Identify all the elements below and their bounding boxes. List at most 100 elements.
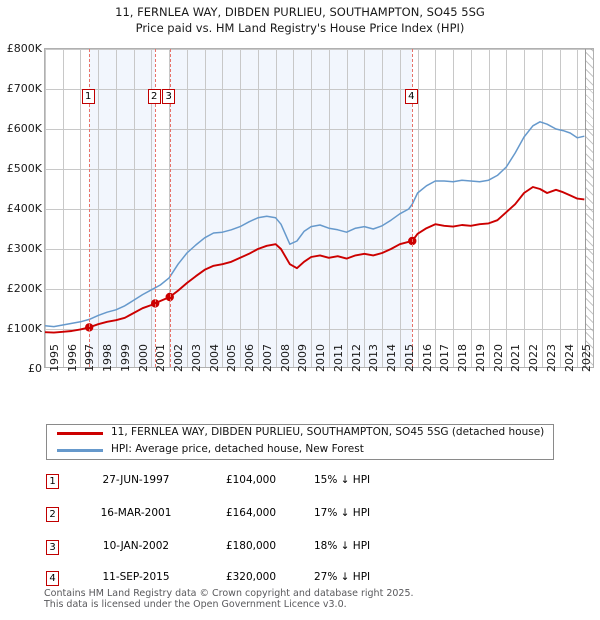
y-axis-tick-label: £600K <box>6 122 42 135</box>
y-axis-tick-label: £300K <box>6 242 42 255</box>
gridline-vertical <box>418 49 419 367</box>
gridline-vertical <box>400 49 401 367</box>
x-axis-tick-label: 1998 <box>101 344 115 372</box>
series-line <box>45 121 585 328</box>
table-row[interactable]: 1 27-JUN-1997 £104,000 15% ↓ HPI <box>46 474 566 504</box>
y-axis-tick-label: £500K <box>6 162 42 175</box>
y-axis-tick-label: £200K <box>6 282 42 295</box>
x-axis-tick-label: 2010 <box>314 344 328 372</box>
gridline-vertical <box>276 49 277 367</box>
x-axis-tick-label: 1997 <box>83 344 97 372</box>
table-row[interactable]: 4 11-SEP-2015 £320,000 27% ↓ HPI <box>46 571 566 601</box>
x-axis-tick-label: 2023 <box>544 344 558 372</box>
x-axis-tick-label: 2009 <box>296 344 310 372</box>
gridline-vertical <box>542 49 543 367</box>
gridline-vertical <box>577 49 578 367</box>
x-axis-tick-label: 1995 <box>48 344 61 372</box>
x-axis-tick-label: 2008 <box>278 344 292 372</box>
event-number-box[interactable]: 2 <box>147 89 161 104</box>
y-axis-tick-label: £100K <box>6 322 42 335</box>
row-index-badge: 4 <box>46 571 59 586</box>
page-title: 11, FERNLEA WAY, DIBDEN PURLIEU, SOUTHAM… <box>115 5 485 19</box>
gridline-vertical <box>151 49 152 367</box>
chart-legend: 11, FERNLEA WAY, DIBDEN PURLIEU, SOUTHAM… <box>46 424 554 460</box>
gridline-horizontal <box>45 249 593 250</box>
gridline-horizontal <box>45 209 593 210</box>
chart-title-block: 11, FERNLEA WAY, DIBDEN PURLIEU, SOUTHAM… <box>0 4 600 36</box>
gridline-vertical <box>560 49 561 367</box>
row-index-badge: 3 <box>46 540 59 555</box>
event-number-box[interactable]: 4 <box>404 89 418 104</box>
x-axis-tick-label: 2001 <box>154 344 168 372</box>
gridline-vertical <box>382 49 383 367</box>
event-vertical-line <box>155 49 157 367</box>
x-axis-tick-label: 2013 <box>367 344 381 372</box>
page-subtitle: Price paid vs. HM Land Registry's House … <box>135 21 465 35</box>
x-axis-tick-label: 2016 <box>420 344 434 372</box>
event-vertical-line <box>89 49 91 367</box>
gridline-vertical <box>489 49 490 367</box>
legend-label-property: 11, FERNLEA WAY, DIBDEN PURLIEU, SOUTHAM… <box>111 426 545 438</box>
x-axis-tick-label: 2021 <box>509 344 523 372</box>
y-axis-tick-label: £0 <box>28 362 42 375</box>
gridline-vertical <box>240 49 241 367</box>
row-date: 10-JAN-2002 <box>102 540 170 552</box>
x-axis-tick-label: 2004 <box>207 344 221 372</box>
gridline-horizontal <box>45 89 593 90</box>
legend-swatch-hpi <box>57 449 103 452</box>
y-axis-tick-label: £400K <box>6 202 42 215</box>
y-axis-tick-label: £800K <box>6 42 42 55</box>
y-axis-tick-label: £700K <box>6 82 42 95</box>
x-axis-tick-label: 2020 <box>491 344 505 372</box>
x-axis-tick-label: 2022 <box>527 344 541 372</box>
gridline-vertical <box>222 49 223 367</box>
legend-swatch-property <box>57 432 103 435</box>
gridline-horizontal <box>45 289 593 290</box>
gridline-horizontal <box>45 129 593 130</box>
event-vertical-line <box>169 49 171 367</box>
row-index-badge: 2 <box>46 507 59 522</box>
row-hpi-delta: 15% ↓ HPI <box>314 474 371 486</box>
footer-line-1: Contains HM Land Registry data © Crown c… <box>44 588 414 599</box>
row-price: £180,000 <box>225 540 277 552</box>
series-line <box>45 186 585 334</box>
gridline-vertical <box>80 49 81 367</box>
event-number-box[interactable]: 1 <box>81 89 95 104</box>
x-axis-tick-label: 2018 <box>456 344 470 372</box>
x-axis-tick-label: 2011 <box>331 344 345 372</box>
gridline-vertical <box>506 49 507 367</box>
gridline-vertical <box>45 49 46 367</box>
gridline-vertical <box>205 49 206 367</box>
x-axis-tick-label: 2002 <box>172 344 186 372</box>
table-row[interactable]: 3 10-JAN-2002 £180,000 18% ↓ HPI <box>46 540 566 570</box>
gridline-horizontal <box>45 169 593 170</box>
gridline-vertical <box>435 49 436 367</box>
x-axis-tick-label: 2014 <box>385 344 399 372</box>
ownership-band <box>169 49 413 367</box>
row-hpi-delta: 18% ↓ HPI <box>314 540 371 552</box>
x-axis-tick-label: 2025 <box>580 344 594 372</box>
row-price: £320,000 <box>225 571 277 583</box>
legend-row-property: 11, FERNLEA WAY, DIBDEN PURLIEU, SOUTHAM… <box>47 425 553 442</box>
series-canvas <box>45 121 585 334</box>
gridline-vertical <box>364 49 365 367</box>
gridline-vertical <box>187 49 188 367</box>
row-date: 16-MAR-2001 <box>100 507 172 519</box>
event-vertical-line <box>412 49 414 367</box>
gridline-vertical <box>258 49 259 367</box>
x-axis-tick-label: 2015 <box>402 344 416 372</box>
table-row[interactable]: 2 16-MAR-2001 £164,000 17% ↓ HPI <box>46 507 566 537</box>
x-axis-tick-label: 1999 <box>118 344 132 372</box>
gridline-vertical <box>134 49 135 367</box>
gridline-vertical <box>311 49 312 367</box>
event-number-box[interactable]: 3 <box>162 89 176 104</box>
x-axis-tick-label: 2007 <box>260 344 274 372</box>
gridline-vertical <box>116 49 117 367</box>
x-axis-tick-label: 2006 <box>243 344 257 372</box>
footer-attribution: Contains HM Land Registry data © Crown c… <box>44 588 584 610</box>
footer-line-2: This data is licensed under the Open Gov… <box>44 599 347 610</box>
row-date: 11-SEP-2015 <box>102 571 170 583</box>
y-axis: £0 £100K £200K £300K £400K £500K £600K £700K £80… <box>0 0 44 620</box>
x-axis-tick-label: 2024 <box>562 344 576 372</box>
